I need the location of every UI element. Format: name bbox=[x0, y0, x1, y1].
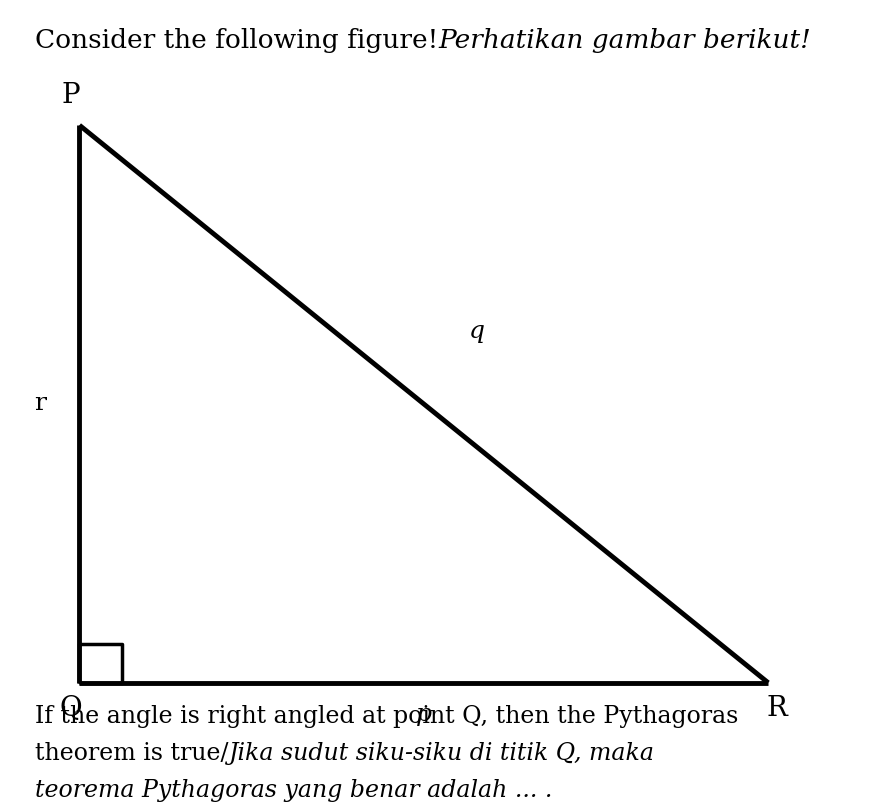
Text: P: P bbox=[61, 82, 80, 109]
Text: teorema Pythagoras yang benar adalah ... .: teorema Pythagoras yang benar adalah ...… bbox=[35, 779, 553, 802]
Text: q: q bbox=[469, 320, 485, 343]
Text: p: p bbox=[416, 703, 432, 726]
Text: Jika sudut siku-siku di titik Q, maka: Jika sudut siku-siku di titik Q, maka bbox=[229, 742, 655, 764]
Text: R: R bbox=[766, 695, 788, 722]
Text: r: r bbox=[34, 393, 46, 415]
Text: Perhatikan gambar berikut!: Perhatikan gambar berikut! bbox=[439, 28, 811, 53]
Text: Consider the following figure!: Consider the following figure! bbox=[35, 28, 439, 53]
Text: Q: Q bbox=[59, 695, 82, 722]
Text: theorem is true/: theorem is true/ bbox=[35, 742, 229, 764]
Text: If the angle is right angled at point Q, then the Pythagoras: If the angle is right angled at point Q,… bbox=[35, 705, 739, 727]
